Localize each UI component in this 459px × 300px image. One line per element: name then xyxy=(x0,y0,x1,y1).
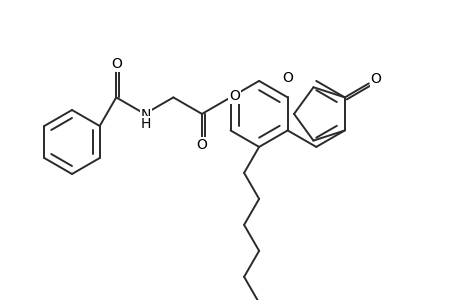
Text: O: O xyxy=(196,138,207,152)
Text: O: O xyxy=(282,71,292,85)
Text: O: O xyxy=(369,72,381,86)
Text: H: H xyxy=(140,117,151,131)
Text: N: N xyxy=(140,108,151,122)
Text: O: O xyxy=(229,89,240,103)
Text: O: O xyxy=(111,57,121,71)
